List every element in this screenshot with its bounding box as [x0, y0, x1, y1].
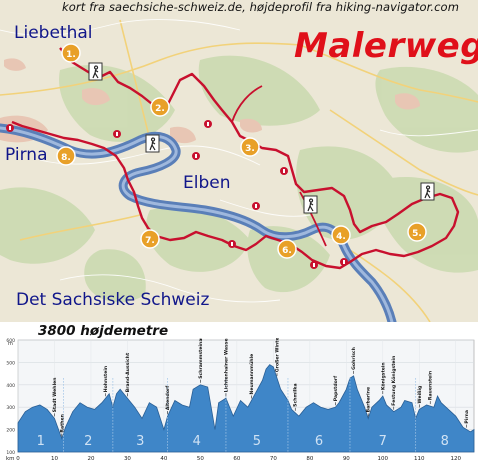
- route-spur: [231, 85, 327, 247]
- info-icon: [280, 167, 288, 175]
- place-label-region: Det Sachsiske Schweiz: [16, 290, 210, 310]
- elevation-area: [17, 364, 475, 453]
- annotation-label: Rathen: [59, 414, 65, 433]
- elevation-profile: 1 2 3 4 5 6 7 8 Stadt Wehlen Rathen Hohnstein Bran…: [0, 319, 478, 464]
- info-icons: [6, 120, 348, 269]
- y-axis-label: m: [8, 341, 13, 347]
- info-icon: [252, 202, 260, 210]
- y-tick-label: 300: [6, 405, 15, 411]
- annotation-label: Altendorf: [165, 385, 171, 410]
- hiker-icons: [88, 62, 435, 214]
- annotation-label: Gohrisch: [351, 347, 357, 370]
- annotation-label: Weißig: [417, 386, 423, 404]
- stage-number: 3: [136, 434, 144, 449]
- annotation-label: Stadt Wehlen: [52, 377, 58, 412]
- place-label-pirna: Pirna: [5, 145, 48, 165]
- x-tick-label: 80: [306, 456, 313, 462]
- place-label-elben: Elben: [183, 173, 231, 193]
- x-tick-label: 110: [414, 456, 425, 462]
- stage-number: 2: [84, 434, 92, 449]
- stage-number: 6: [315, 434, 323, 449]
- x-tick-label: 100: [378, 456, 389, 462]
- annotation-label: Barbarine: [366, 387, 372, 412]
- hiker-icon: [88, 62, 103, 81]
- map-title: Malerweg: [294, 26, 478, 66]
- svg-text:5.: 5.: [412, 229, 422, 239]
- stage-marker-4[interactable]: 4.: [331, 225, 351, 245]
- svg-text:2.: 2.: [155, 104, 165, 114]
- stage-number: 5: [253, 434, 261, 449]
- hiker-icon: [145, 134, 160, 153]
- annotation-label: Schrammsteinaussicht: [198, 338, 204, 379]
- info-icon: [6, 124, 14, 132]
- x-axis-label: km: [6, 456, 15, 462]
- stage-marker-6[interactable]: 6.: [277, 239, 297, 259]
- stage-marker-2[interactable]: 2.: [150, 97, 170, 117]
- y-tick-label: 200: [6, 428, 15, 434]
- x-tick-label: 20: [87, 456, 94, 462]
- stage-number: 1: [37, 434, 45, 449]
- info-icon: [228, 240, 236, 248]
- svg-text:8.: 8.: [61, 153, 71, 163]
- y-tick-label: 500: [6, 360, 15, 366]
- stage-marker-7[interactable]: 7.: [140, 229, 160, 249]
- stage-number: 7: [379, 434, 387, 449]
- malerweg-route: [11, 47, 460, 270]
- hiker-icon: [420, 182, 435, 201]
- map-canvas: 1. 2. 3. 4. 5. 6. 7. 8.: [0, 0, 478, 322]
- annotation-label: Königstein: [380, 362, 386, 390]
- y-tick-label: 400: [6, 383, 15, 389]
- svg-text:7.: 7.: [145, 236, 155, 246]
- x-tick-label: 0: [16, 456, 20, 462]
- x-tick-label: 90: [343, 456, 350, 462]
- annotation-label: Neumannmühle: [249, 354, 255, 395]
- x-tick-label: 30: [124, 456, 131, 462]
- annotation-label: Hohnstein: [103, 366, 109, 392]
- info-icon: [340, 258, 348, 266]
- elbe-river-highlight: [0, 126, 394, 322]
- x-tick-label: 50: [197, 456, 204, 462]
- stage-markers: 1. 2. 3. 4. 5. 6. 7. 8.: [56, 43, 427, 259]
- info-icon: [310, 261, 318, 269]
- route-map: 1. 2. 3. 4. 5. 6. 7. 8. ko: [0, 0, 478, 322]
- x-tick-label: 60: [233, 456, 240, 462]
- stage-number: 4: [193, 434, 201, 449]
- hiker-icon: [303, 195, 318, 214]
- x-tick-label: 70: [270, 456, 277, 462]
- annotation-label: Pirna: [464, 410, 470, 424]
- y-tick-label: 600: [6, 338, 15, 344]
- svg-text:4.: 4.: [336, 232, 346, 242]
- source-credit: kort fra saechsiche-schweiz.de, højdepro…: [62, 0, 459, 14]
- x-tick-label: 10: [51, 456, 58, 462]
- annotation-label: Papstdorf: [333, 375, 339, 401]
- svg-text:6.: 6.: [282, 246, 292, 256]
- stage-marker-5[interactable]: 5.: [407, 222, 427, 242]
- svg-text:3.: 3.: [245, 144, 255, 154]
- x-tick-label: 120: [451, 456, 462, 462]
- stage-number: 8: [441, 434, 449, 449]
- x-tick-label: 40: [160, 456, 167, 462]
- info-icon: [204, 120, 212, 128]
- annotation-label: Großer Winterberg: [275, 338, 281, 372]
- info-icon: [113, 130, 121, 138]
- annotation-label: Schmilka: [293, 383, 299, 406]
- stage-marker-3[interactable]: 3.: [240, 137, 260, 157]
- y-tick-label: 100: [6, 450, 15, 456]
- svg-text:1.: 1.: [66, 50, 76, 60]
- annotation-label: Brand-Aussicht: [125, 352, 131, 392]
- minor-roads: [0, 19, 478, 303]
- stage-marker-8[interactable]: 8.: [56, 146, 76, 166]
- place-label-liebethal: Liebethal: [14, 23, 93, 43]
- annotation-label: Lichtenhainer Wasserfall: [223, 338, 229, 392]
- info-icon: [192, 152, 200, 160]
- elevation-title: 3800 højdemetre: [38, 323, 169, 339]
- stage-marker-1[interactable]: 1.: [61, 43, 81, 63]
- annotation-label: Festung Königstein: [391, 356, 397, 406]
- annotation-label: Rauenstein: [428, 371, 434, 400]
